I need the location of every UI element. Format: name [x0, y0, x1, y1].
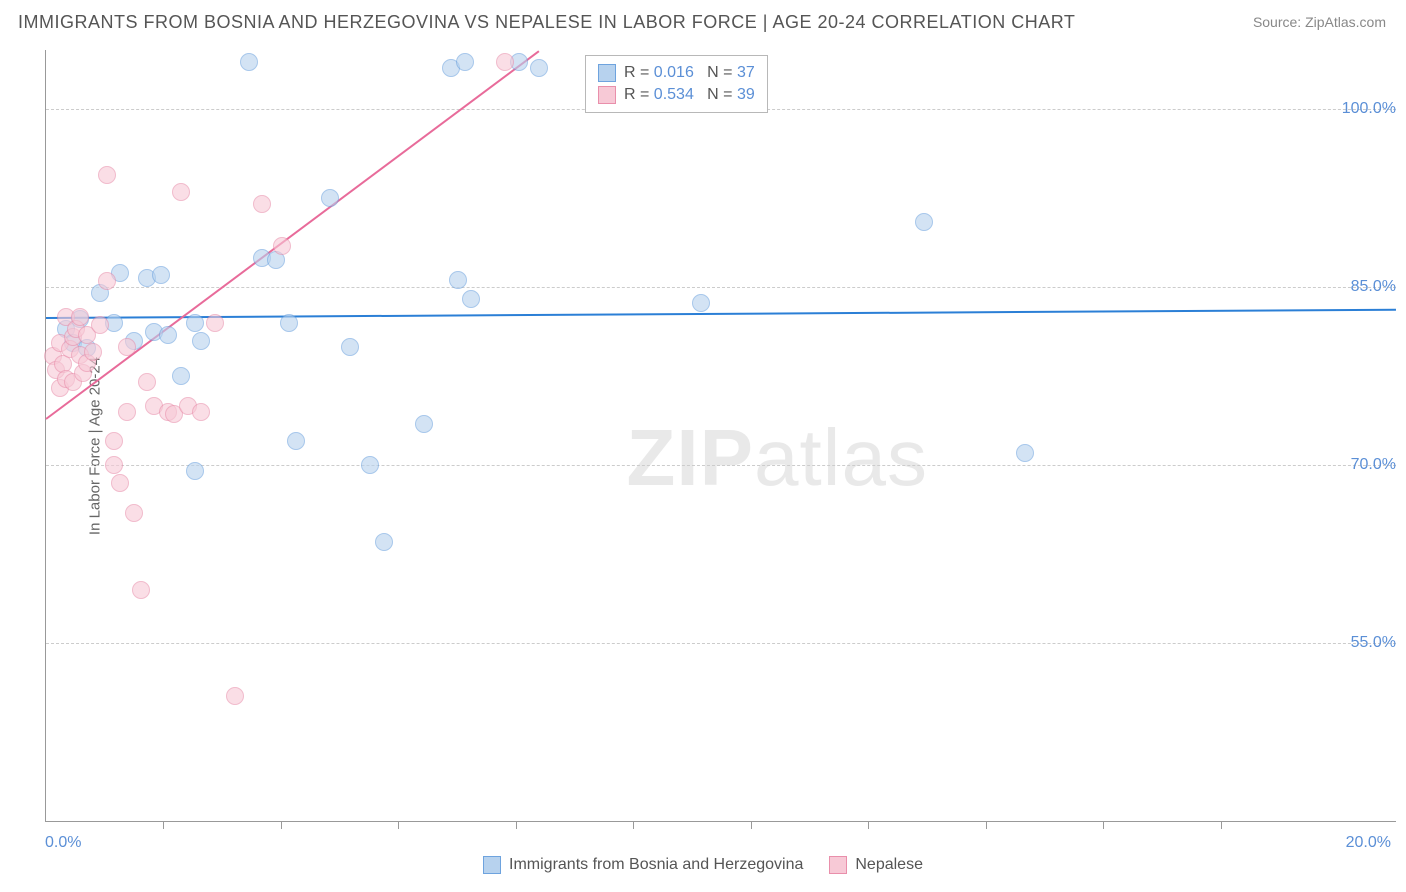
x-tick [516, 821, 517, 829]
data-point [341, 338, 359, 356]
data-point [462, 290, 480, 308]
x-tick-label-max: 20.0% [1346, 834, 1391, 852]
source-prefix: Source: [1253, 14, 1305, 30]
data-point [321, 189, 339, 207]
plot-area: ZIPatlas [45, 50, 1396, 822]
legend-swatch [598, 86, 616, 104]
data-point [287, 432, 305, 450]
x-tick [986, 821, 987, 829]
data-point [361, 456, 379, 474]
x-tick [633, 821, 634, 829]
x-tick-label-min: 0.0% [45, 834, 81, 852]
data-point [375, 533, 393, 551]
x-tick [751, 821, 752, 829]
y-tick-label: 70.0% [1351, 456, 1396, 474]
data-point [496, 53, 514, 71]
gridline [46, 287, 1396, 288]
trend-line [45, 50, 539, 419]
data-point [111, 474, 129, 492]
legend-swatch [598, 64, 616, 82]
source-name: ZipAtlas.com [1305, 14, 1386, 30]
legend-label-bosnia: Immigrants from Bosnia and Herzegovina [509, 856, 803, 874]
source-attribution: Source: ZipAtlas.com [1253, 14, 1386, 30]
x-tick [1221, 821, 1222, 829]
data-point [105, 456, 123, 474]
y-tick-label: 55.0% [1351, 634, 1396, 652]
data-point [118, 403, 136, 421]
x-tick [868, 821, 869, 829]
stats-text: R = 0.016 N = 37 [624, 64, 755, 82]
data-point [132, 581, 150, 599]
y-tick-label: 85.0% [1351, 278, 1396, 296]
data-point [159, 326, 177, 344]
gridline [46, 465, 1396, 466]
data-point [118, 338, 136, 356]
data-point [91, 316, 109, 334]
legend-item-bosnia: Immigrants from Bosnia and Herzegovina [483, 856, 803, 874]
data-point [692, 294, 710, 312]
data-point [456, 53, 474, 71]
data-point [449, 271, 467, 289]
data-point [415, 415, 433, 433]
data-point [530, 59, 548, 77]
legend-bottom: Immigrants from Bosnia and Herzegovina N… [0, 856, 1406, 874]
data-point [138, 373, 156, 391]
stats-legend: R = 0.016 N = 37 R = 0.534 N = 39 [585, 55, 768, 113]
watermark-bold: ZIP [627, 413, 754, 502]
gridline [46, 643, 1396, 644]
trend-line [46, 309, 1396, 319]
data-point [125, 504, 143, 522]
legend-item-nepalese: Nepalese [829, 856, 923, 874]
stats-text: R = 0.534 N = 39 [624, 86, 755, 104]
data-point [226, 687, 244, 705]
data-point [105, 432, 123, 450]
data-point [915, 213, 933, 231]
data-point [172, 183, 190, 201]
watermark: ZIPatlas [627, 412, 928, 504]
data-point [192, 332, 210, 350]
x-tick [163, 821, 164, 829]
data-point [273, 237, 291, 255]
legend-swatch-bosnia [483, 856, 501, 874]
legend-swatch-nepalese [829, 856, 847, 874]
data-point [206, 314, 224, 332]
data-point [172, 367, 190, 385]
data-point [280, 314, 298, 332]
data-point [84, 343, 102, 361]
legend-label-nepalese: Nepalese [855, 856, 923, 874]
data-point [98, 272, 116, 290]
data-point [1016, 444, 1034, 462]
x-tick [281, 821, 282, 829]
x-tick [1103, 821, 1104, 829]
watermark-rest: atlas [754, 413, 928, 502]
data-point [71, 308, 89, 326]
data-point [186, 462, 204, 480]
data-point [152, 266, 170, 284]
data-point [192, 403, 210, 421]
data-point [98, 166, 116, 184]
chart-title: IMMIGRANTS FROM BOSNIA AND HERZEGOVINA V… [18, 12, 1075, 33]
data-point [240, 53, 258, 71]
data-point [253, 195, 271, 213]
data-point [186, 314, 204, 332]
stats-legend-row: R = 0.534 N = 39 [598, 84, 755, 106]
x-tick [398, 821, 399, 829]
stats-legend-row: R = 0.016 N = 37 [598, 62, 755, 84]
y-tick-label: 100.0% [1342, 100, 1396, 118]
